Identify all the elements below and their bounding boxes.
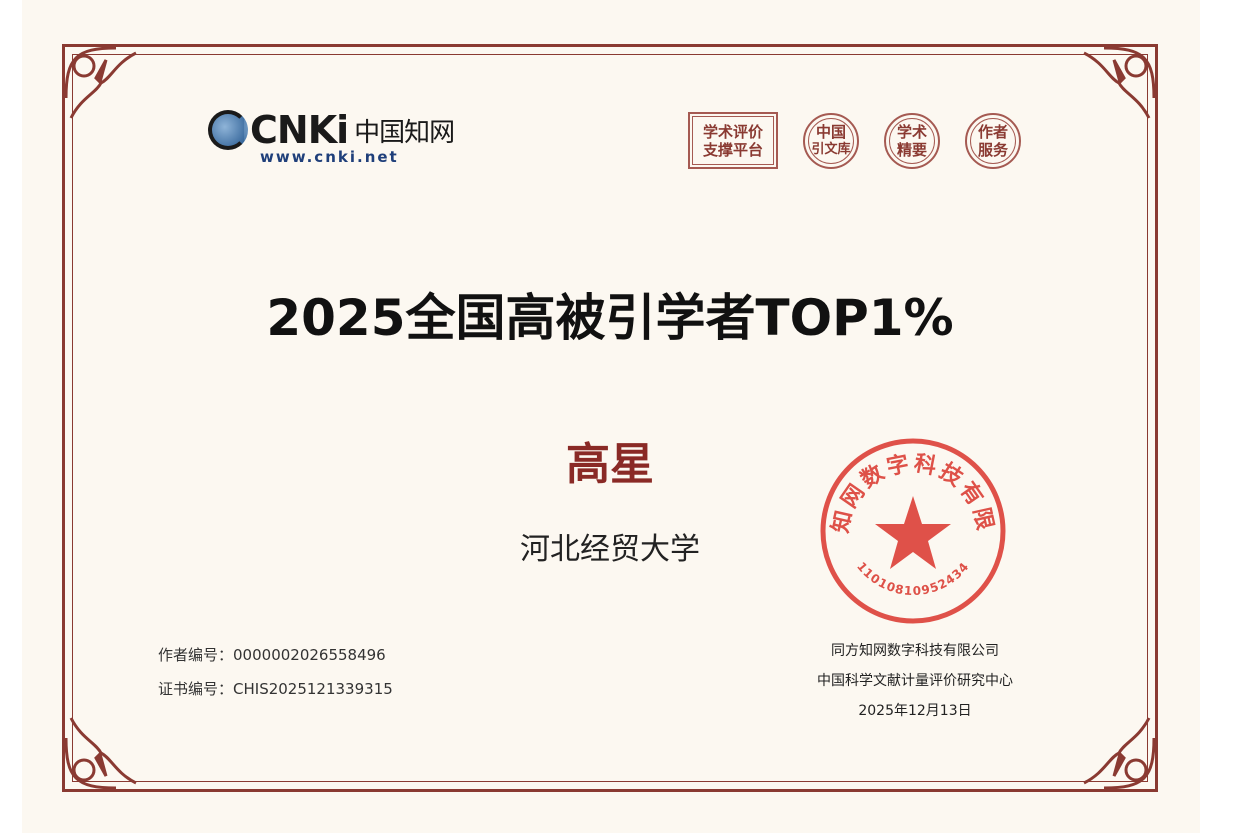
badge-line: 学术 [896,123,927,141]
badge-line: 服务 [977,141,1008,159]
logo-url: www.cnki.net [260,148,399,166]
badge-line: 中国 [815,123,846,141]
author-id-row: 作者编号：0000002026558496 [158,644,386,665]
issuer-center: 中国科学文献计量评价研究中心 [817,673,1013,689]
svg-text:11010810952434: 11010810952434 [854,559,972,598]
corner-ornament-icon [1083,46,1156,119]
badge-citation-library: 中国 引文库 [803,113,859,169]
author-id-value: 0000002026558496 [233,646,386,664]
badge-line: 支撑平台 [702,140,763,159]
badge-line: 学术评价 [702,122,763,141]
cert-id-label: 证书编号： [158,680,234,698]
issuer-company: 同方知网数字科技有限公司 [831,643,999,659]
badge-line: 引文库 [811,142,851,157]
cert-id-row: 证书编号：CHIS2025121339315 [158,678,393,699]
badge-line: 作者 [977,123,1008,141]
certificate-title: 2025全国高被引学者TOP1% [266,289,954,347]
logo-brand-cn: 中国知网 [354,117,455,148]
cert-id-value: CHIS2025121339315 [233,680,393,698]
seal-number: 11010810952434 [854,559,971,598]
corner-ornament-icon [1083,717,1156,790]
issue-date: 2025年12月13日 [858,703,972,719]
corner-ornament-icon [64,46,137,119]
official-seal: 同方知网数字科技有限公司 11010810952434 [818,436,1006,624]
recipient-institution: 河北经贸大学 [520,532,700,567]
corner-ornament-icon [64,717,137,790]
cnki-logo: CNKi 中国知网 www.cnki.net [208,108,455,166]
globe-icon [208,110,248,150]
star-icon [875,496,951,569]
author-id-label: 作者编号： [158,646,234,664]
badge-academic-essentials: 学术 精要 [884,113,940,169]
badge-author-service: 作者 服务 [965,113,1021,169]
recipient-name: 高星 [566,439,654,490]
badge-line: 精要 [896,141,927,159]
frame-outer-border [62,44,1158,792]
logo-brand: CNKi [250,108,349,152]
badge-evaluation-platform: 学术评价 支撑平台 [688,112,778,169]
frame-inner-border [72,54,1148,782]
